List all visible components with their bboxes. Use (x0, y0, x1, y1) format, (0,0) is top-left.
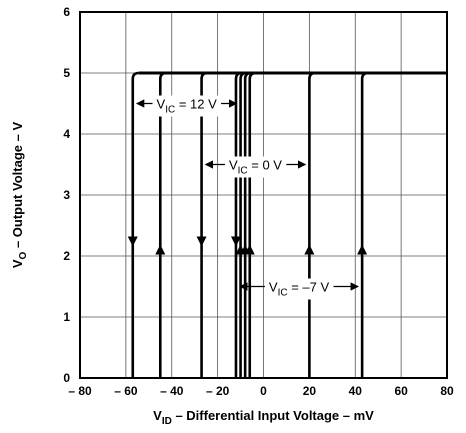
y-tick-label: 5 (63, 66, 70, 80)
x-tick-labels: – 80 – 60 – 40 – 20 0 20 40 60 80 (68, 384, 454, 398)
transition-curve (248, 71, 256, 378)
annotations: VIC = 12 V VIC = 0 V VIC = –7 V (135, 95, 359, 300)
transition-curve (308, 71, 316, 378)
annotation-label-bg (152, 95, 222, 117)
arrow-up-icon (244, 244, 255, 255)
x-tick-label: 80 (440, 384, 454, 398)
x-tick-label: – 60 (114, 384, 138, 398)
transfer-curves (127, 71, 447, 378)
x-tick-label: – 40 (160, 384, 184, 398)
x-tick-label: 40 (349, 384, 363, 398)
x-tick-label: 60 (394, 384, 408, 398)
x-axis-title: VID – Differential Input Voltage – mV (153, 408, 374, 427)
transition-curve (200, 71, 208, 378)
transition-curve (243, 71, 252, 378)
annotation-label: VIC = 0 V (229, 158, 282, 177)
arrow-up-icon (304, 244, 315, 255)
transition-curve (239, 71, 247, 378)
y-tick-label: 2 (63, 249, 70, 263)
y-tick-label: 6 (63, 5, 70, 19)
y-tick-label: 3 (63, 188, 70, 202)
annotation-label-bg (224, 156, 287, 178)
arrow-down-icon (196, 236, 207, 247)
annotation-label: VIC = –7 V (269, 280, 330, 299)
x-tick-label: 0 (260, 384, 267, 398)
arrow-up-icon (155, 244, 166, 255)
y-axis-title: VO – Output Voltage – V (10, 122, 29, 269)
plot-frame (79, 11, 448, 379)
transition-curve (158, 71, 167, 378)
y-tick-label: 0 (63, 371, 70, 385)
x-tick-label: – 80 (68, 384, 92, 398)
transition-curve (131, 71, 139, 378)
arrow-down-icon (127, 236, 138, 247)
annotation-label: VIC = 12 V (157, 97, 218, 116)
transition-curve (360, 71, 369, 378)
arrow-down-icon (230, 236, 241, 247)
y-tick-label: 4 (63, 127, 70, 141)
grid (79, 11, 448, 379)
transition-curve (234, 71, 243, 378)
y-tick-label: 1 (63, 310, 70, 324)
arrow-up-icon (357, 244, 368, 255)
y-tick-labels: 0 1 2 3 4 5 6 (63, 5, 70, 385)
x-tick-label: 20 (303, 384, 317, 398)
annotation-label-bg (264, 278, 334, 300)
x-tick-label: – 20 (206, 384, 230, 398)
